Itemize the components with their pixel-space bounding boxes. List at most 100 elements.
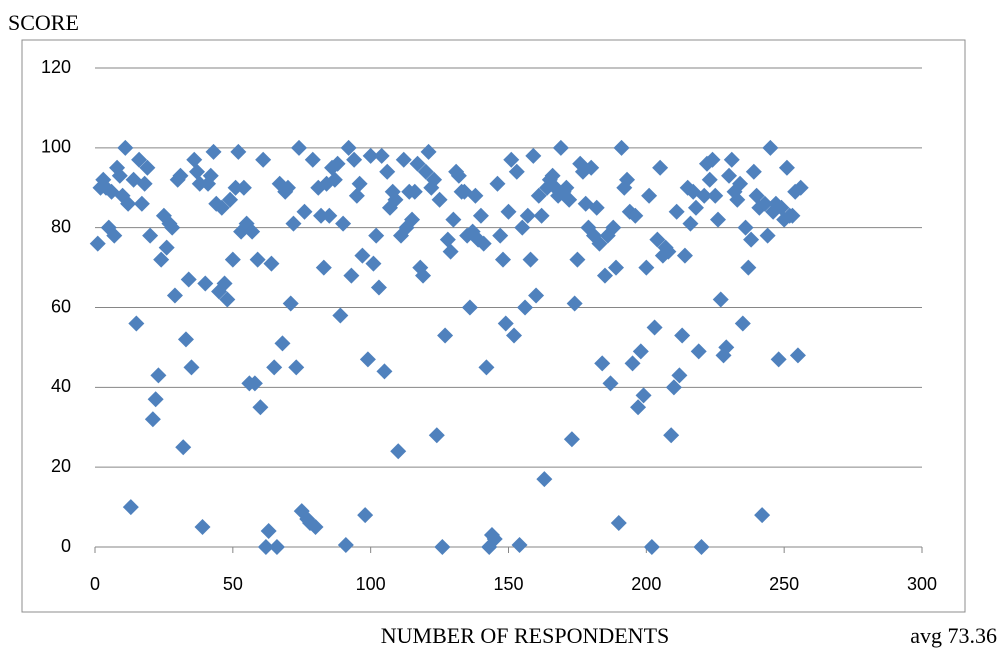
point [117,139,134,156]
point [729,191,746,208]
point [773,199,790,216]
point [222,191,239,208]
point [332,307,349,324]
point [177,331,194,348]
point [649,231,666,248]
point [610,515,627,532]
point [608,259,625,276]
point [558,179,575,196]
point [676,247,693,264]
point [693,539,710,555]
point [244,223,261,240]
point [197,275,214,292]
point [434,539,451,555]
point [351,175,368,192]
point [687,199,704,216]
point [106,227,123,244]
point [770,351,787,368]
point [544,167,561,184]
point [387,191,404,208]
point [748,187,765,204]
point [164,219,181,236]
point [120,195,137,212]
point [147,391,164,408]
y-tick-label: 120 [41,57,71,77]
point [158,239,175,256]
point [128,315,145,332]
point [379,163,396,180]
point [202,167,219,184]
point [734,315,751,332]
point [409,155,426,172]
point [326,171,343,188]
point [224,251,241,268]
point [613,139,630,156]
y-tick-label: 40 [51,376,71,396]
point [674,327,691,344]
point [142,227,159,244]
point [641,187,658,204]
point [594,355,611,372]
point [133,195,150,212]
point [354,247,371,264]
point [136,175,153,192]
point [442,243,459,260]
point [566,295,583,312]
point [313,207,330,224]
point [536,471,553,488]
point [340,139,357,156]
point [417,163,434,180]
y-tick-label: 100 [41,137,71,157]
point [743,231,760,248]
point [792,179,809,196]
point [255,151,272,168]
point [153,251,170,268]
point [343,267,360,284]
point [288,359,305,376]
point [139,159,156,176]
y-tick-label: 60 [51,296,71,316]
point [373,147,390,164]
point [219,291,236,308]
chart-border [21,39,966,613]
point [359,351,376,368]
point [737,219,754,236]
point [514,219,531,236]
point [591,235,608,252]
point [230,143,247,160]
x-tick-label: 100 [356,574,386,594]
point [712,291,729,308]
point [329,155,346,172]
point [533,207,550,224]
point [428,427,445,444]
point [721,167,738,184]
point [188,163,205,180]
point [494,251,511,268]
point [467,187,484,204]
point [619,171,636,188]
point [638,259,655,276]
point [335,215,352,232]
point [290,139,307,156]
point [227,179,244,196]
point [445,211,462,228]
point [370,279,387,296]
point [246,375,263,392]
point [216,275,233,292]
point [194,519,211,536]
point [784,207,801,224]
point [497,315,514,332]
point [561,191,578,208]
point [605,219,622,236]
x-tick-label: 300 [907,574,937,594]
point [530,187,547,204]
point [588,199,605,216]
point [583,159,600,176]
point [486,531,503,548]
point [346,151,363,168]
point [111,167,128,184]
point [368,227,385,244]
point [503,151,520,168]
point [321,207,338,224]
